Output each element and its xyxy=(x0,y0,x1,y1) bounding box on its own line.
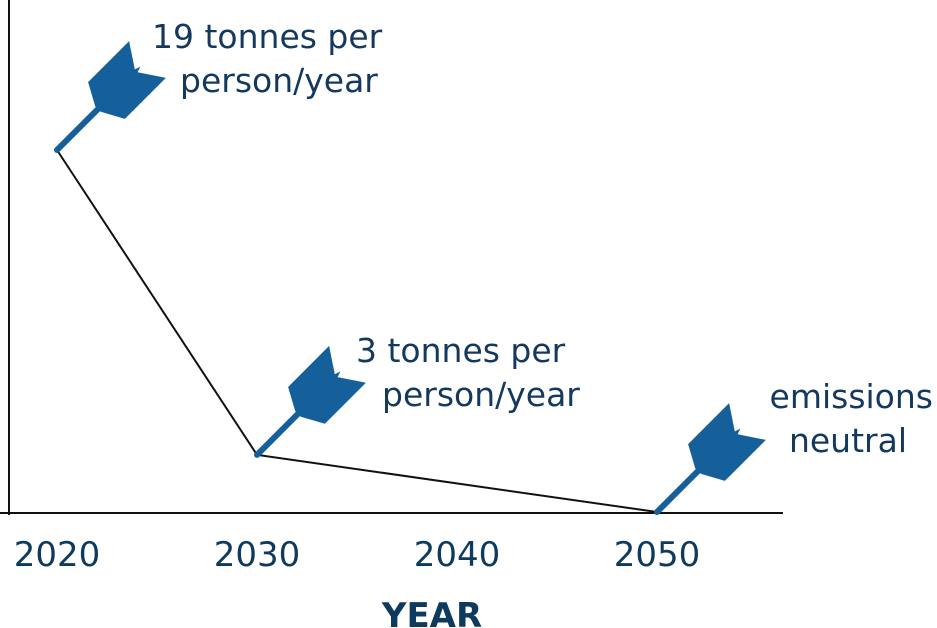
dart-shaft xyxy=(254,408,304,458)
x-axis-title: YEAR xyxy=(381,596,482,628)
annotation-line: 3 tonnes per xyxy=(356,331,566,370)
dart-shaft xyxy=(654,465,704,515)
dart-fletching xyxy=(88,41,166,119)
dart-fletching xyxy=(688,403,766,481)
x-tick-label: 2020 xyxy=(14,535,101,575)
dart-marker xyxy=(54,41,166,153)
annotation-line: neutral xyxy=(789,421,907,460)
dart-shaft xyxy=(54,103,104,153)
x-tick-label: 2040 xyxy=(414,535,501,575)
x-tick-label: 2050 xyxy=(614,535,701,575)
annotation-line: 19 tonnes per xyxy=(152,17,383,56)
dart-fletching xyxy=(288,345,366,424)
annotation-line: person/year xyxy=(382,375,580,414)
dart-marker xyxy=(654,403,766,515)
annotation-line: emissions xyxy=(770,377,933,416)
dart-marker xyxy=(254,345,366,458)
annotation-line: person/year xyxy=(180,61,378,100)
x-tick-label: 2030 xyxy=(214,535,301,575)
